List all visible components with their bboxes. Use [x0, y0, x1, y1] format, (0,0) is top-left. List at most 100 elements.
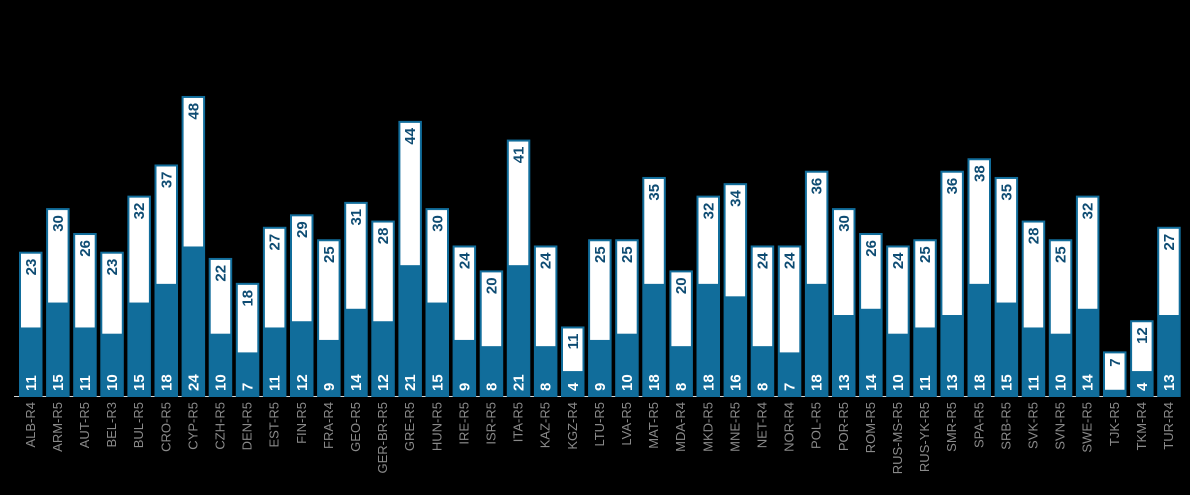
- x-tick-label: ARM-R5: [50, 402, 65, 452]
- lower-value-label: 18: [158, 374, 175, 391]
- lower-value-label: 15: [131, 374, 148, 391]
- lower-value-label: 8: [538, 383, 555, 391]
- total-value-label: 41: [511, 147, 528, 164]
- bar-group: 20 8 ISR-R5: [479, 270, 504, 445]
- total-value-label: 32: [700, 203, 717, 220]
- bar-lower: [1049, 333, 1072, 396]
- bar-group: 28 12 GER-BR-R5: [371, 220, 395, 474]
- bar-lower: [182, 246, 205, 396]
- bar-lower: [318, 339, 340, 396]
- total-value-label: 34: [727, 190, 744, 207]
- bar-group: 26 11 AUT-R5: [73, 233, 97, 448]
- bar-lower: [74, 327, 96, 396]
- lower-value-label: 12: [375, 374, 392, 391]
- total-value-label: 36: [809, 178, 826, 195]
- bar-lower: [778, 352, 801, 396]
- total-value-label: 24: [754, 252, 771, 269]
- lower-value-label: 15: [429, 374, 446, 391]
- bar-group: 32 14 SWE-R5: [1075, 195, 1100, 453]
- lower-value-label: 13: [944, 374, 961, 391]
- x-tick-label: IRE-R5: [456, 402, 471, 445]
- x-tick-label: CYP-R5: [185, 402, 200, 450]
- x-tick-label: LTU-R5: [592, 402, 607, 447]
- total-value-label: 24: [538, 252, 555, 269]
- bar-lower: [616, 333, 638, 396]
- bar-group: 27 13 TUR-R4: [1157, 226, 1181, 450]
- total-value-label: 25: [321, 246, 338, 263]
- bar-lower: [507, 265, 530, 396]
- x-tick-label: AUT-R5: [77, 402, 92, 448]
- bar-lower: [1022, 327, 1045, 396]
- lower-value-label: 15: [50, 374, 67, 391]
- lower-value-label: 11: [917, 375, 934, 391]
- bar-group: 38 18 SPA-R5: [967, 158, 991, 448]
- bar-lower: [372, 321, 394, 396]
- bar-group: 22 10 CZH-R5: [208, 257, 233, 450]
- lower-value-label: 15: [998, 374, 1015, 391]
- bar-group: 36 13 SMR-R5: [940, 170, 964, 452]
- lower-value-label: 16: [727, 374, 744, 391]
- bar-group: 30 13 POR-R5: [832, 208, 856, 451]
- lower-value-label: 18: [700, 374, 717, 391]
- bar-lower: [968, 283, 990, 396]
- total-value-label: 25: [917, 246, 934, 263]
- total-value-label: 30: [429, 215, 446, 232]
- bar-group: 41 21 ITA-R5: [506, 139, 531, 442]
- x-tick-label: MAT-R5: [646, 402, 661, 449]
- x-tick-label: LVA-R5: [619, 402, 634, 446]
- x-tick-label: GER-BR-R5: [375, 402, 390, 474]
- bar-lower: [833, 315, 855, 396]
- bar-lower: [697, 283, 719, 396]
- bar-group: 25 9 FRA-R4: [317, 239, 341, 449]
- bar-lower: [480, 346, 503, 396]
- total-value-label: 48: [185, 103, 202, 120]
- bar-lower: [426, 302, 448, 396]
- bar-group: 18 7 DEN-R5: [235, 282, 260, 450]
- total-value-label: 23: [104, 259, 121, 276]
- lower-value-label: 21: [402, 374, 419, 391]
- lower-value-label: 12: [294, 374, 311, 391]
- bar-lower: [995, 302, 1018, 396]
- bar-lower: [291, 321, 313, 396]
- bar-lower: [1104, 389, 1126, 396]
- bar-group: 23 11 ALB-R4: [19, 251, 43, 448]
- x-tick-label: TUR-R4: [1161, 402, 1176, 450]
- bar-group: 27 11 EST-R5: [262, 226, 287, 448]
- total-value-label: 35: [998, 184, 1015, 201]
- bar-group: 25 10 LVA-R5: [615, 239, 639, 446]
- x-tick-label: RUS-MS-R5: [890, 402, 905, 474]
- total-value-label: 31: [348, 209, 365, 226]
- bar-group: 30 15 HUN-R5: [425, 208, 449, 451]
- lower-value-label: 8: [483, 383, 500, 391]
- x-tick-label: DEN-R5: [240, 402, 255, 450]
- x-tick-label: POL-R5: [809, 402, 824, 449]
- lower-value-label: 11: [1025, 375, 1042, 391]
- bar-group: 20 8 MDA-R4: [669, 270, 693, 452]
- total-value-label: 11: [565, 333, 582, 349]
- lower-value-label: 13: [836, 374, 853, 391]
- total-value-label: 20: [483, 277, 500, 294]
- x-tick-label: SVK-R5: [1025, 402, 1040, 449]
- x-tick-label: GEO-R5: [348, 402, 363, 452]
- total-value-label: 35: [646, 184, 663, 201]
- bar-lower: [751, 346, 774, 396]
- bar-lower: [399, 265, 421, 396]
- lower-value-label: 11: [267, 375, 284, 391]
- total-value-label: 28: [375, 228, 392, 245]
- bar-group: 12 4 TKM-R4: [1130, 320, 1154, 450]
- lower-value-label: 4: [565, 382, 582, 391]
- total-value-label: 38: [971, 165, 988, 182]
- bar-lower: [128, 302, 150, 396]
- lower-value-label: 10: [104, 374, 121, 391]
- lower-value-label: 11: [77, 375, 94, 391]
- x-tick-label: SWE-R5: [1080, 402, 1095, 453]
- x-tick-label: ROM-R5: [863, 402, 878, 453]
- bar-lower: [941, 315, 963, 396]
- x-tick-label: MNE-R5: [727, 402, 742, 452]
- bar-group: 32 15 BUL-R5: [127, 195, 151, 448]
- bar-lower: [534, 346, 557, 396]
- bar-group: 24 8 NET-R4: [750, 245, 775, 448]
- total-value-label: 27: [267, 234, 284, 251]
- lower-value-label: 10: [212, 374, 229, 391]
